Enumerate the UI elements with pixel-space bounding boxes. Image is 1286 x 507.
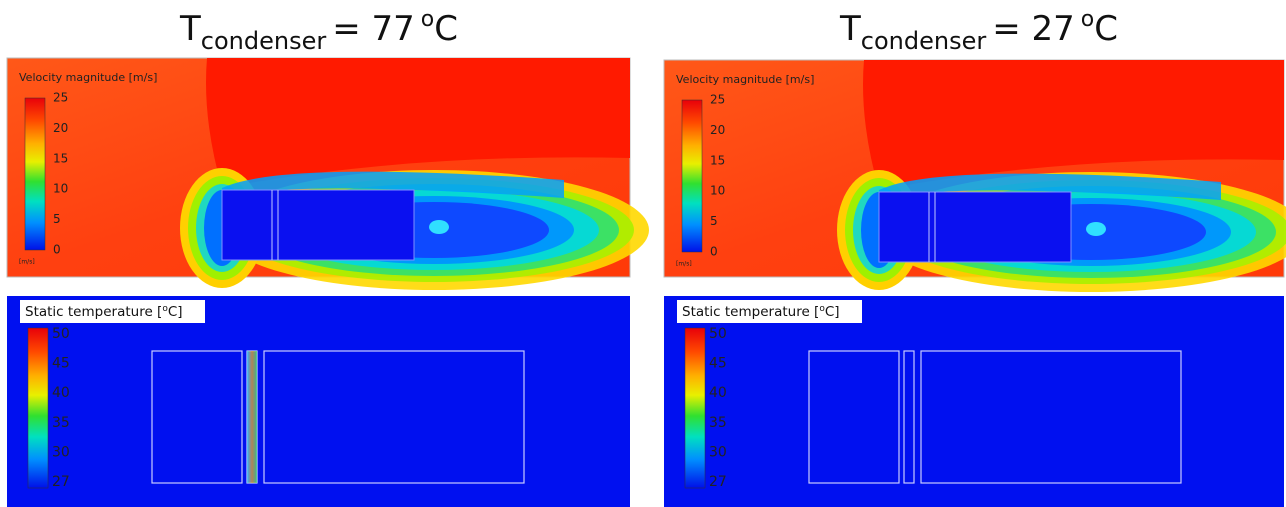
component-outline bbox=[151, 350, 243, 484]
temperature-tick-label: 45 bbox=[709, 356, 727, 372]
temperature-tick-label: 35 bbox=[709, 415, 727, 431]
vehicle-body bbox=[878, 191, 1072, 263]
text-part: T bbox=[839, 9, 861, 49]
text-part: o bbox=[421, 7, 434, 32]
text-part: C] bbox=[168, 304, 183, 320]
temperature-tick-label: 45 bbox=[52, 356, 70, 372]
velocity-tick-label: 5 bbox=[53, 212, 61, 226]
temperature-legend-box bbox=[677, 300, 862, 323]
text-part: = 27 bbox=[992, 9, 1075, 49]
temperature-tick-label: 30 bbox=[52, 444, 70, 460]
text-part: o bbox=[819, 304, 825, 314]
component-outline bbox=[903, 350, 915, 484]
temperature-colorbar bbox=[27, 327, 49, 489]
temperature-tick-label: 27 bbox=[709, 474, 727, 490]
velocity-tick-label: 20 bbox=[710, 123, 725, 137]
temperature-tick-label: 40 bbox=[52, 385, 70, 401]
text-part: C bbox=[434, 9, 458, 49]
velocity-tick-label: 10 bbox=[710, 184, 725, 198]
velocity-tick-label: 25 bbox=[53, 91, 68, 105]
velocity-tick-label: 0 bbox=[710, 245, 718, 259]
velocity-tick-label: 15 bbox=[53, 151, 68, 165]
fast-region bbox=[863, 60, 1284, 190]
velocity-colorbar bbox=[681, 99, 703, 253]
velocity-colorbar bbox=[24, 97, 46, 251]
velocity-unit: [m/s] bbox=[19, 259, 35, 266]
temperature-field bbox=[664, 296, 1284, 507]
velocity-tick-label: 25 bbox=[710, 93, 725, 107]
text-part: Static temperature [ bbox=[25, 304, 162, 320]
temperature-tick-label: 50 bbox=[709, 326, 727, 342]
component-outline bbox=[920, 350, 1182, 484]
temperature-field bbox=[7, 296, 630, 507]
text-part: T bbox=[179, 9, 201, 49]
temperature-tick-label: 40 bbox=[709, 385, 727, 401]
shear-layer bbox=[222, 171, 564, 198]
velocity-tick-label: 10 bbox=[53, 182, 68, 196]
component-outline bbox=[263, 350, 525, 484]
temperature-colorbar bbox=[684, 327, 706, 489]
fast-region bbox=[206, 58, 630, 188]
shear-layer bbox=[879, 173, 1221, 200]
velocity-tick-label: 5 bbox=[710, 214, 718, 228]
text-part: C] bbox=[825, 304, 840, 320]
text-part: o bbox=[162, 304, 168, 314]
temperature-tick-label: 27 bbox=[52, 474, 70, 490]
temperature-legend-title: Static temperature [oC] bbox=[682, 304, 840, 321]
temperature-tick-label: 50 bbox=[52, 326, 70, 342]
temperature-tick-label: 30 bbox=[709, 444, 727, 460]
panel-title: Tcondenser = 27 oC bbox=[839, 7, 1118, 55]
text-part: = 77 bbox=[332, 9, 415, 49]
velocity-tick-label: 15 bbox=[710, 153, 725, 167]
text-part: o bbox=[1081, 7, 1094, 32]
condenser-hot bbox=[247, 351, 257, 483]
panel-title: Tcondenser = 77 oC bbox=[179, 7, 458, 55]
temperature-legend-box bbox=[20, 300, 205, 323]
velocity-tick-label: 20 bbox=[53, 121, 68, 135]
vehicle-body bbox=[221, 189, 415, 261]
velocity-tick-label: 0 bbox=[53, 243, 61, 257]
temperature-legend-title: Static temperature [oC] bbox=[25, 304, 183, 321]
text-part: Static temperature [ bbox=[682, 304, 819, 320]
text-part: condenser bbox=[861, 27, 987, 55]
wake-core bbox=[429, 220, 449, 234]
wake-core bbox=[1086, 222, 1106, 236]
velocity-unit: [m/s] bbox=[676, 261, 692, 268]
velocity-legend-title: Velocity magnitude [m/s] bbox=[676, 73, 814, 86]
temperature-tick-label: 35 bbox=[52, 415, 70, 431]
text-part: C bbox=[1094, 9, 1118, 49]
component-outline bbox=[808, 350, 900, 484]
velocity-legend-title: Velocity magnitude [m/s] bbox=[19, 71, 157, 84]
text-part: condenser bbox=[201, 27, 327, 55]
